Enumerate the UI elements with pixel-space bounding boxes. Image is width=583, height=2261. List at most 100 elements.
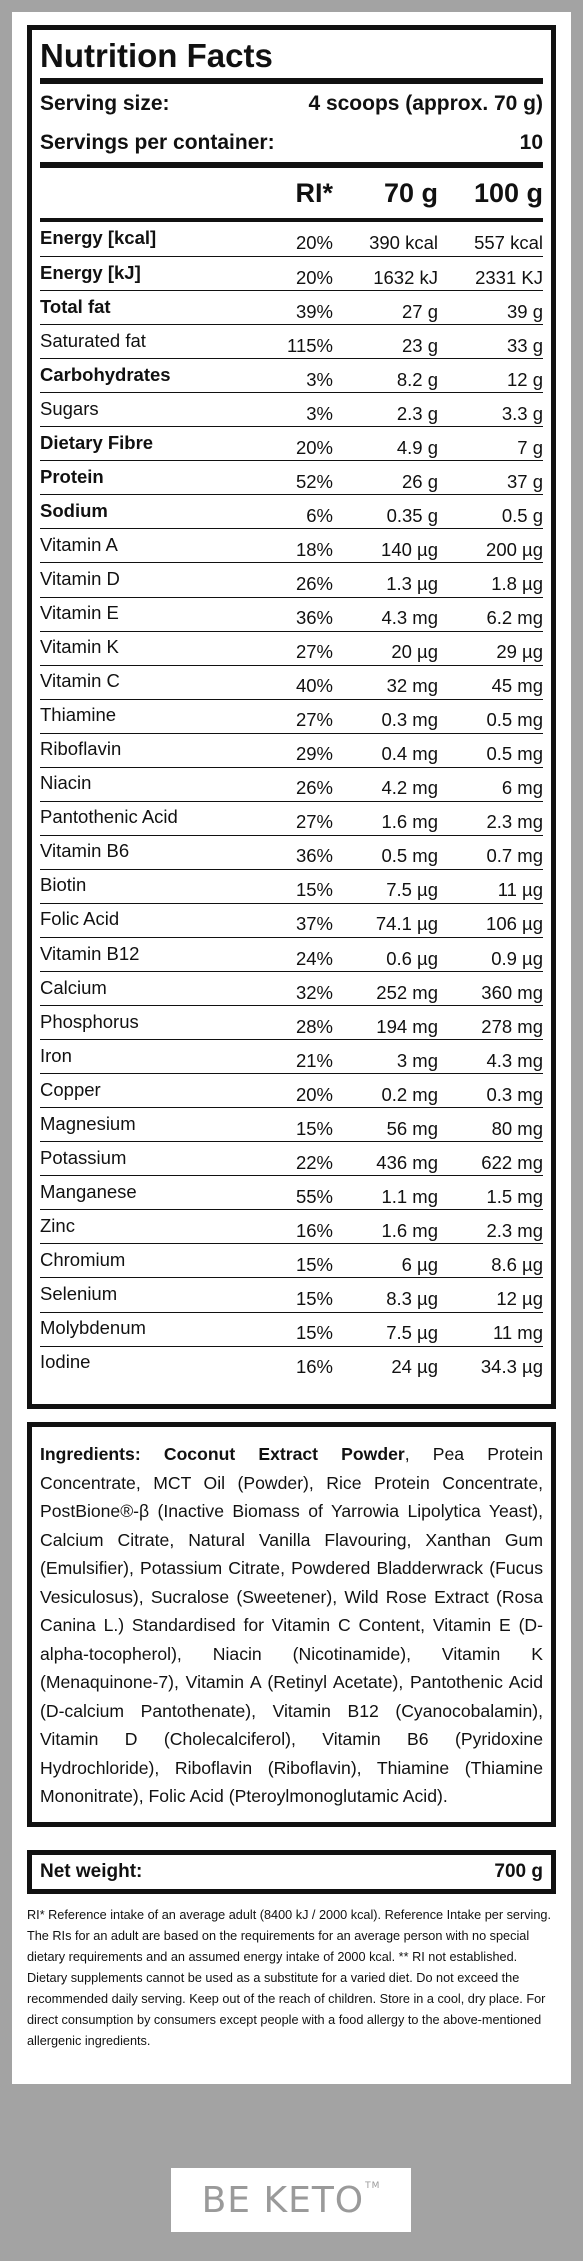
net-weight-panel: Net weight: 700 g [27,1850,556,1894]
nutrient-per-100g: 622 mg [481,1151,543,1173]
nutrient-name: Biotin [40,874,87,896]
nutrient-per-100g: 33 g [506,334,543,356]
nutrient-name: Iodine [40,1351,91,1373]
nutrient-per-70g: 0.35 g [386,504,438,526]
nutrient-row: Selenium 15% 8.3 µg 12 µg [40,1277,543,1311]
nutrient-per-70g: 0.4 mg [381,743,438,765]
nutrient-row: Vitamin K 27% 20 µg 29 µg [40,630,543,665]
nutrient-per-70g: 2.3 g [396,402,438,424]
header-ri: RI* [295,177,333,208]
nutrient-per-100g: 12 g [506,368,543,390]
nutrient-per-70g: 6 µg [401,1253,438,1275]
servings-per-container-row: Servings per container: 10 [40,124,543,162]
nutrient-per-100g: 0.3 mg [486,1083,543,1105]
nutrient-row: Dietary Fibre 20% 4.9 g 7 g [40,426,543,460]
nutrient-per-100g: 278 mg [481,1015,543,1037]
nutrient-row: Chromium 15% 6 µg 8.6 µg [40,1243,543,1277]
nutrient-row: Biotin 15% 7.5 µg 11 µg [40,868,543,903]
nutrient-per-70g: 0.2 mg [381,1083,438,1105]
nutrient-row: Copper 20% 0.2 mg 0.3 mg [40,1073,543,1107]
nutrient-per-70g: 252 mg [376,981,438,1003]
nutrient-row: Carbohydrates 3% 8.2 g 12 g [40,358,543,392]
nutrient-row: Vitamin B12 24% 0.6 µg 0.9 µg [40,936,543,971]
nutrient-name: Vitamin B6 [40,840,130,862]
ingredients-text: , Pea Protein Concentrate, MCT Oil (Powd… [40,1444,543,1806]
nutrient-name: Saturated fat [40,329,146,351]
nutrient-ri: 20% [295,436,333,458]
nutrient-per-100g: 39 g [506,300,543,322]
nutrient-name: Iron [40,1044,72,1066]
nutrient-per-70g: 20 µg [391,641,438,663]
nutrient-row: Vitamin E 36% 4.3 mg 6.2 mg [40,596,543,631]
nutrient-name: Niacin [40,772,92,794]
nutrient-ri: 26% [295,572,333,594]
nutrient-row: Vitamin D 26% 1.3 µg 1.8 µg [40,562,543,596]
nutrient-name: Energy [kcal] [40,227,157,249]
nutrient-row: Sodium 6% 0.35 g 0.5 g [40,494,543,528]
nutrient-row: Phosphorus 28% 194 mg 278 mg [40,1005,543,1039]
nutrient-per-70g: 0.6 µg [386,947,438,969]
divider [40,218,543,222]
nutrient-name: Pantothenic Acid [40,806,178,828]
nutrient-name: Protein [40,465,104,487]
brand-logo-text: BE KETO [201,2179,365,2221]
nutrient-ri: 29% [295,743,333,765]
footnote: RI* Reference intake of an average adult… [27,1908,552,2048]
nutrient-per-70g: 4.3 mg [381,607,438,629]
brand-logo: BE KETO TM [171,2168,411,2232]
divider [40,162,543,168]
nutrient-name: Sugars [40,397,99,419]
nutrient-ri: 22% [295,1151,333,1173]
nutrient-ri: 15% [295,879,333,901]
nutrient-per-100g: 1.8 µg [491,572,543,594]
nutrient-ri: 37% [295,913,333,935]
nutrient-per-100g: 6 mg [501,777,543,799]
nutrient-per-70g: 1.6 mg [381,1219,438,1241]
nutrient-ri: 20% [295,232,333,254]
nutrient-per-70g: 4.9 g [396,436,438,458]
nutrient-per-70g: 7.5 µg [386,1322,438,1344]
nutrient-name: Riboflavin [40,738,122,760]
servings-label: Servings per container: [40,131,275,154]
nutrient-row: Vitamin B6 36% 0.5 mg 0.7 mg [40,834,543,869]
column-headers: RI* 70 g 100 g [40,168,543,218]
nutrient-per-70g: 0.5 mg [381,845,438,867]
nutrient-row: Folic Acid 37% 74.1 µg 106 µg [40,902,543,937]
nutrient-per-70g: 140 µg [381,538,438,560]
nutrient-per-100g: 0.5 mg [486,743,543,765]
nutrient-per-100g: 2.3 mg [486,811,543,833]
nutrient-row: Potassium 22% 436 mg 622 mg [40,1141,543,1175]
nutrient-row: Iron 21% 3 mg 4.3 mg [40,1039,543,1073]
serving-size-value: 4 scoops (approx. 70 g) [308,92,543,115]
nutrient-ri: 27% [295,709,333,731]
nutrient-name: Dietary Fibre [40,431,154,453]
nutrient-row: Riboflavin 29% 0.4 mg 0.5 mg [40,732,543,767]
nutrient-per-70g: 4.2 mg [381,777,438,799]
nutrient-name: Molybdenum [40,1317,146,1339]
nutrient-row: Calcium 32% 252 mg 360 mg [40,971,543,1005]
trademark-mark: TM [365,2181,381,2191]
nutrition-facts-title: Nutrition Facts [40,37,273,74]
nutrient-ri: 20% [295,266,333,288]
nutrient-per-70g: 8.3 µg [386,1287,438,1309]
nutrient-per-70g: 1632 kJ [373,266,438,288]
nutrient-per-70g: 24 µg [391,1356,438,1378]
nutrient-ri: 20% [295,1083,333,1105]
nutrient-row: Thiamine 27% 0.3 mg 0.5 mg [40,698,543,733]
nutrient-row: Vitamin A 18% 140 µg 200 µg [40,528,543,562]
nutrient-per-100g: 11 mg [492,1322,543,1344]
nutrient-name: Manganese [40,1180,137,1202]
nutrient-name: Vitamin K [40,636,119,658]
nutrient-per-70g: 0.3 mg [381,709,438,731]
serving-size-row: Serving size: 4 scoops (approx. 70 g) [40,84,543,124]
label-sheet: Nutrition Facts Serving size: 4 scoops (… [12,12,571,2084]
nutrient-per-100g: 0.5 mg [486,709,543,731]
nutrient-ri: 40% [295,675,333,697]
nutrient-name: Vitamin C [40,670,120,692]
nutrient-row: Sugars 3% 2.3 g 3.3 g [40,392,543,426]
nutrient-name: Energy [kJ] [40,261,141,283]
nutrient-per-100g: 360 mg [481,981,543,1003]
nutrient-ri: 16% [295,1356,333,1378]
nutrient-ri: 27% [295,811,333,833]
nutrient-per-70g: 1.3 µg [386,572,438,594]
